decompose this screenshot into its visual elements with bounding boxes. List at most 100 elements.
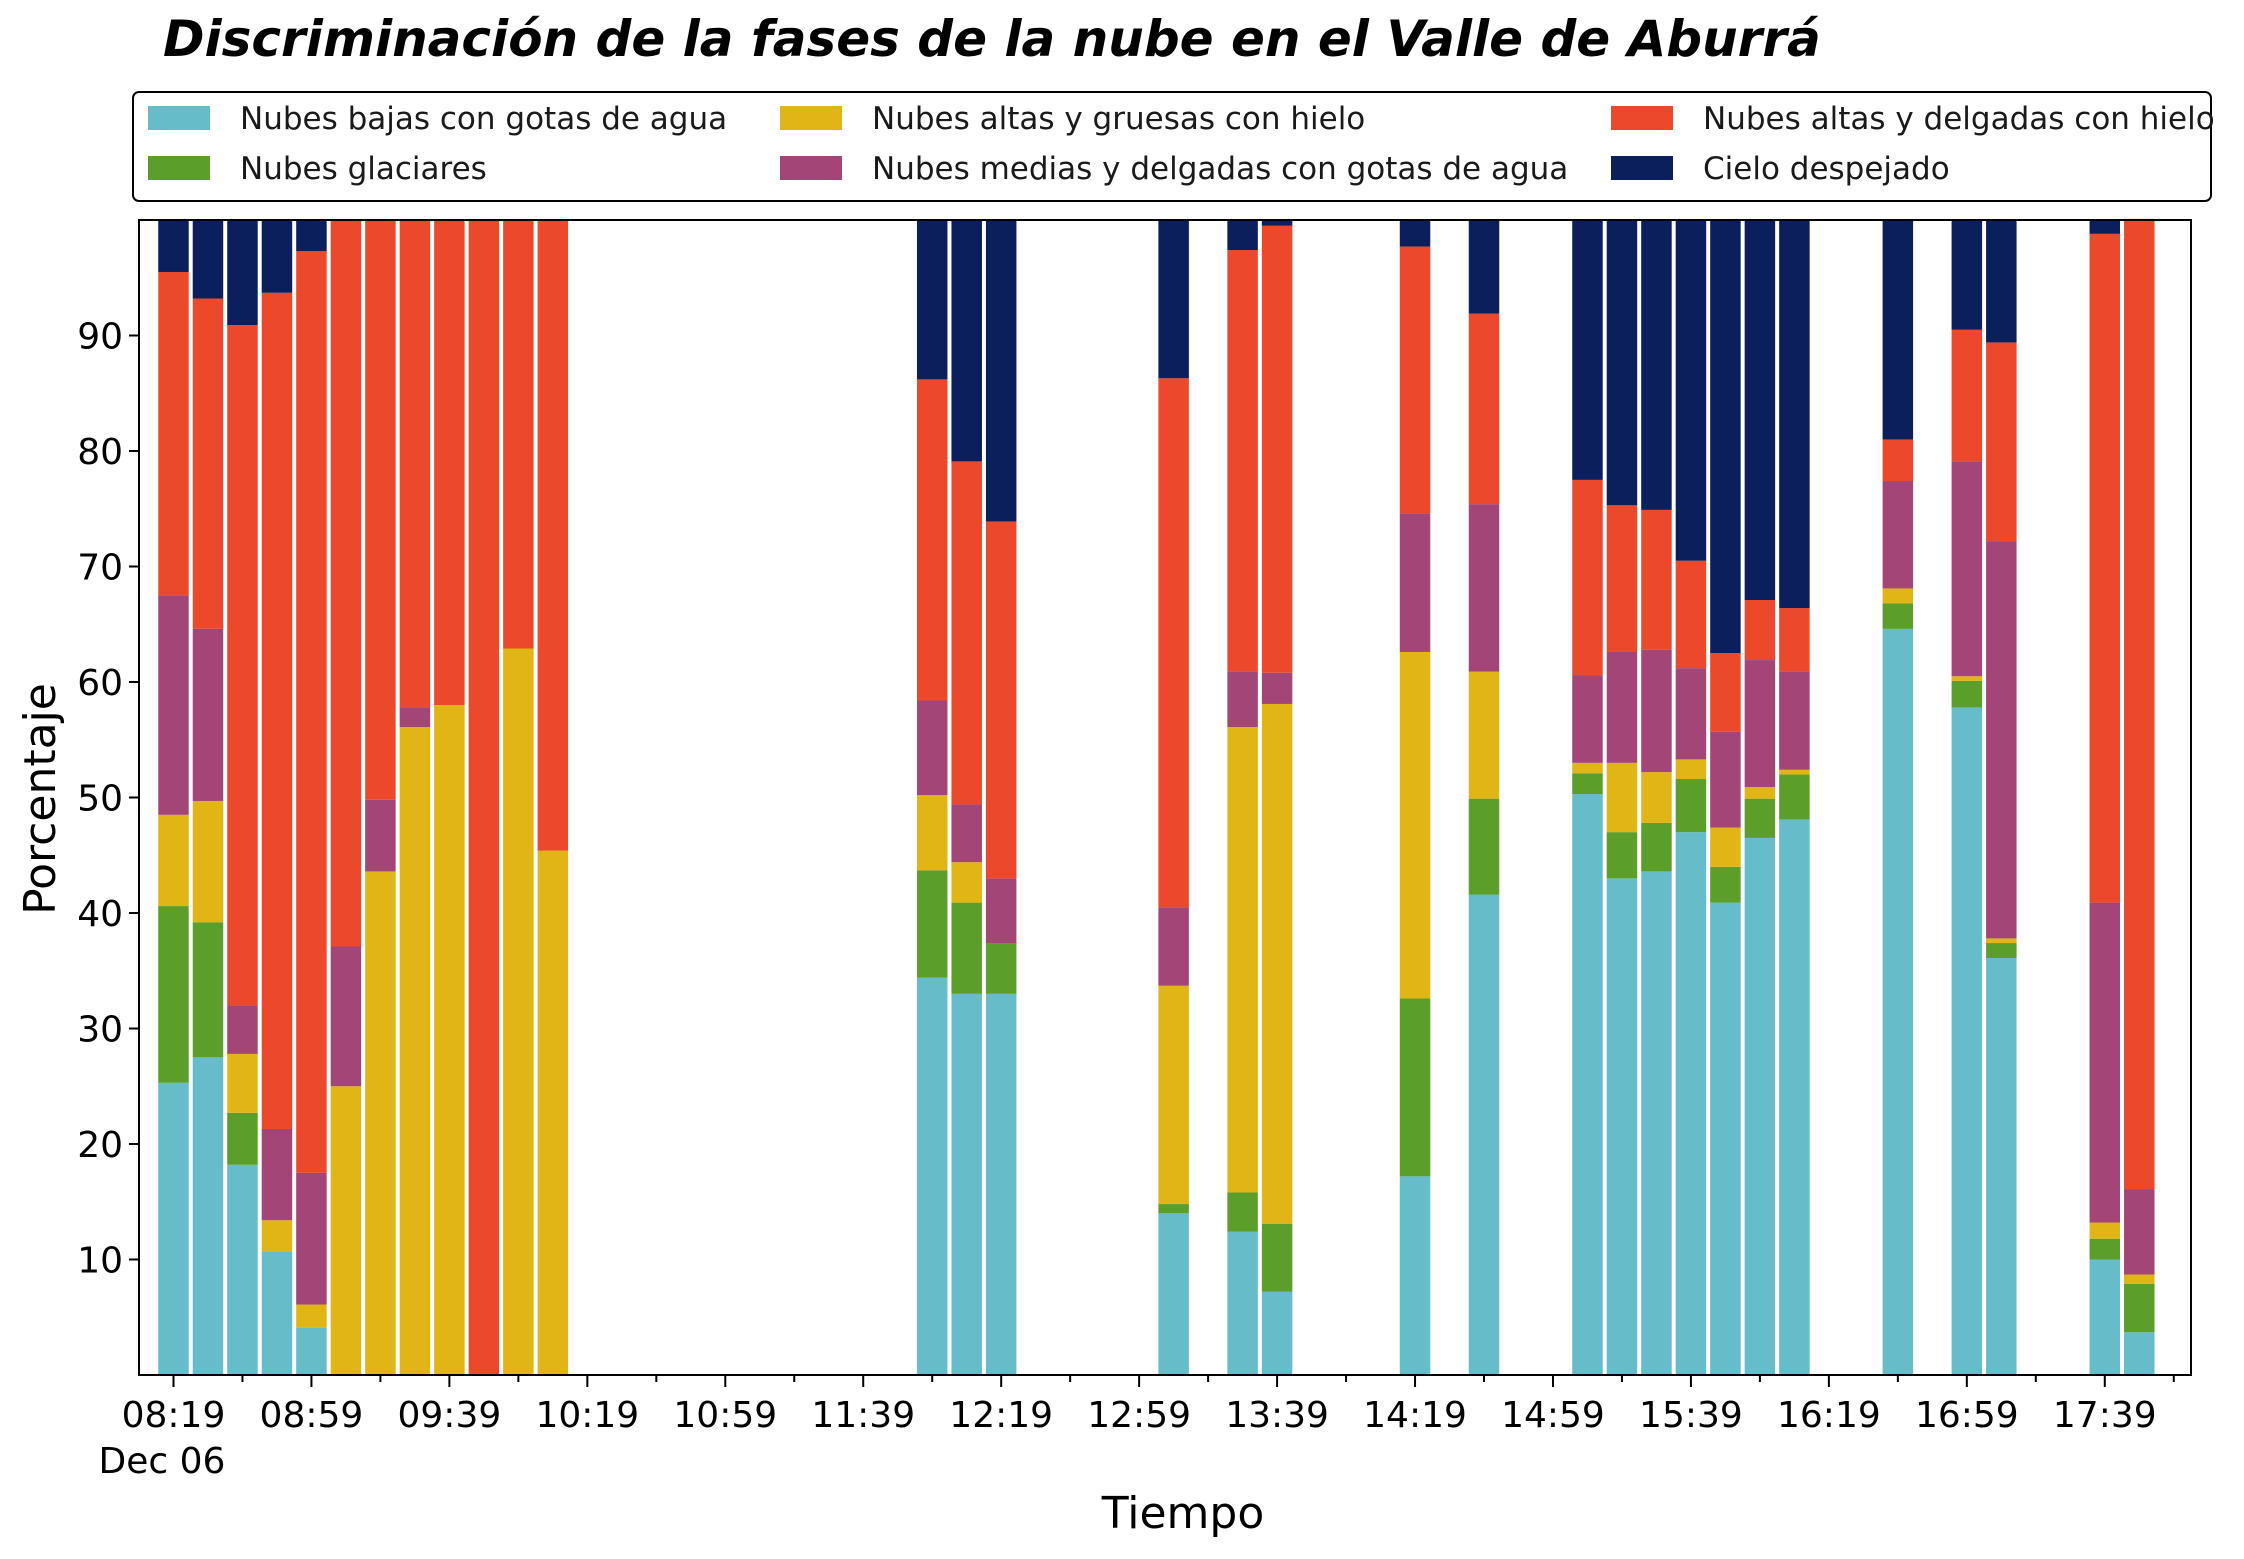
bar-segment xyxy=(1779,220,1810,609)
bar-segment xyxy=(916,870,948,978)
bar-segment xyxy=(1986,342,2017,542)
legend-item: Nubes bajas con gotas de agua xyxy=(148,101,727,137)
bar-segment xyxy=(1227,1192,1258,1232)
legend-swatch xyxy=(1611,106,1673,130)
bar-segment xyxy=(330,946,362,1087)
bar-segment xyxy=(1641,772,1672,823)
legend-item: Nubes glaciares xyxy=(148,151,487,187)
bar-segment xyxy=(1572,773,1603,795)
bar-segment xyxy=(1986,938,2017,944)
x-tick-label: 11:39 xyxy=(811,1395,915,1436)
bar-segment xyxy=(2089,902,2121,1223)
bar-segment xyxy=(192,1057,224,1376)
legend-item: Nubes altas y delgadas con hielo xyxy=(1611,101,2215,137)
bar-segment xyxy=(1606,220,1638,506)
x-tick-label: 10:19 xyxy=(535,1395,639,1436)
bar-segment xyxy=(1158,220,1189,379)
bar-segment xyxy=(192,922,224,1058)
bar-segment xyxy=(1951,461,1983,677)
legend-swatch xyxy=(780,156,842,180)
bar-segment xyxy=(192,800,224,923)
bar-segment xyxy=(330,220,362,947)
x-tick-label: 08:59 xyxy=(260,1395,364,1436)
bar-segment xyxy=(1675,832,1707,1375)
bar-segment xyxy=(1710,827,1741,867)
x-tick-label: 10:59 xyxy=(673,1395,777,1436)
bar-segment xyxy=(227,325,258,1006)
bar-segment xyxy=(158,271,189,596)
x-axis-label: Tiempo xyxy=(1101,1488,1265,1539)
y-axis: 10 20 30 40 50 60 70 80 90 xyxy=(77,317,139,1282)
bar-segment xyxy=(1744,798,1776,838)
bar-segment xyxy=(1227,727,1258,1193)
bar-segment xyxy=(1744,837,1776,1375)
bar-segment xyxy=(1399,1176,1431,1375)
bar-segment xyxy=(1641,649,1672,773)
bar-segment xyxy=(1675,220,1707,561)
bar-segment xyxy=(1951,220,1983,330)
bar-segment xyxy=(192,628,224,801)
bar-segment xyxy=(1158,1204,1189,1214)
bar-segment xyxy=(2089,233,2121,903)
y-tick-label: 90 xyxy=(77,317,123,358)
bar-segment xyxy=(1227,1231,1258,1375)
bar-segment xyxy=(985,943,1017,994)
bar-segment xyxy=(1641,871,1672,1375)
bar-segment xyxy=(227,1053,258,1113)
x-tick-label: 16:59 xyxy=(1915,1395,2019,1436)
bar-segment xyxy=(951,862,982,903)
bar-segment xyxy=(1261,703,1293,1224)
bar-segment xyxy=(1227,220,1258,251)
bar-segment xyxy=(1882,628,1914,1375)
bar-segment xyxy=(1951,676,1983,681)
bar-segment xyxy=(1779,769,1810,775)
bar-segment xyxy=(1710,220,1741,654)
bar-segment xyxy=(158,220,189,272)
bar-segment xyxy=(1951,680,1983,708)
bar-segment xyxy=(1882,439,1914,482)
bar-segment xyxy=(1986,220,2017,343)
legend-label: Nubes altas y delgadas con hielo xyxy=(1703,101,2215,137)
y-tick-label: 80 xyxy=(77,432,123,473)
bar-segment xyxy=(1986,541,2017,939)
bar-segment xyxy=(296,251,327,1173)
bar-segment xyxy=(1158,378,1189,908)
legend-label: Nubes medias y delgadas con gotas de agu… xyxy=(872,151,1568,187)
legend-label: Nubes bajas con gotas de agua xyxy=(240,101,727,137)
bar-segment xyxy=(916,220,948,380)
x-tick-label: 09:39 xyxy=(398,1395,502,1436)
x-tick-label: 12:19 xyxy=(949,1395,1053,1436)
y-tick-label: 60 xyxy=(77,663,123,704)
bar-segment xyxy=(1675,759,1707,780)
legend-label: Nubes glaciares xyxy=(240,151,487,187)
bar-segment xyxy=(1606,878,1638,1375)
bar-segment xyxy=(1468,798,1500,895)
bar-segment xyxy=(2089,1259,2121,1375)
bar-segment xyxy=(261,1128,293,1221)
bar-segment xyxy=(158,906,189,1083)
bar-segment xyxy=(1399,246,1431,514)
bar-segment xyxy=(1986,958,2017,1375)
bar-segment xyxy=(261,292,293,1129)
bar-segment xyxy=(1779,671,1810,770)
legend-swatch xyxy=(1611,156,1673,180)
bar-segment xyxy=(227,1005,258,1054)
y-tick-label: 20 xyxy=(77,1125,123,1166)
x-tick-label: 08:19 xyxy=(122,1395,226,1436)
bar-segment xyxy=(1675,668,1707,760)
bar-segment xyxy=(1227,250,1258,672)
bar-segment xyxy=(985,220,1017,522)
bar-segment xyxy=(1744,660,1776,788)
legend-label: Nubes altas y gruesas con hielo xyxy=(872,101,1365,137)
bar-segment xyxy=(261,1220,293,1252)
bar-segment xyxy=(1158,985,1189,1205)
legend-frame xyxy=(132,91,2212,202)
bar-segment xyxy=(296,220,327,252)
bar-segment xyxy=(1951,329,1983,462)
bar-segment xyxy=(399,707,431,728)
bar-segment xyxy=(1399,220,1431,247)
bar-segment xyxy=(158,1082,189,1375)
bar-segment xyxy=(1675,779,1707,833)
bar-segment xyxy=(468,220,500,1375)
x-axis: Dec 06 08:19 08:59 09:39 10:19 10:59 11:39 12:… xyxy=(99,1375,2175,1482)
